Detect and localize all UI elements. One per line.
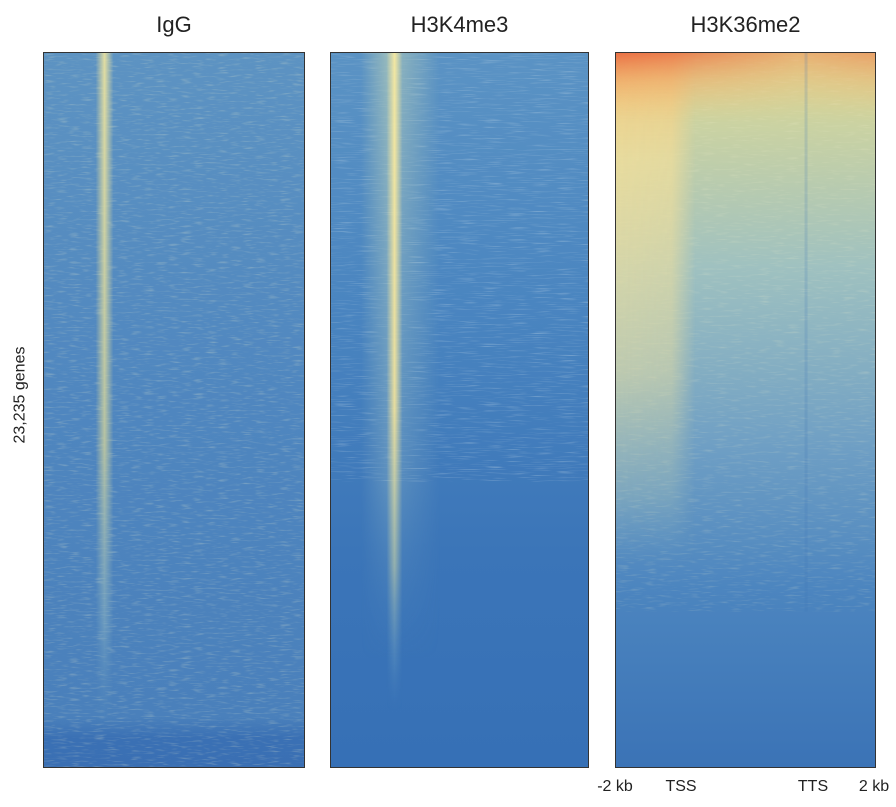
y-axis-label: 23,235 genes <box>11 346 29 444</box>
heatmap-panel-h3k36me2 <box>615 52 876 768</box>
x-tick-minus-2kb: -2 kb <box>597 778 633 795</box>
heatmap-h3k4me3 <box>331 53 588 767</box>
x-tick-tss: TSS <box>665 778 697 795</box>
panel-title-h3k4me3: H3K4me3 <box>410 12 509 37</box>
heatmap-h3k36me2 <box>616 53 875 767</box>
panel-title-igg: IgG <box>156 12 192 37</box>
x-tick-tts: TTS <box>797 778 829 795</box>
x-tick-2kb: 2 kb <box>858 778 890 795</box>
heatmap-panel-igg <box>43 52 305 768</box>
heatmap-panel-h3k4me3 <box>330 52 589 768</box>
panel-title-h3k36me2: H3K36me2 <box>690 12 801 37</box>
heatmap-igg <box>44 53 304 767</box>
